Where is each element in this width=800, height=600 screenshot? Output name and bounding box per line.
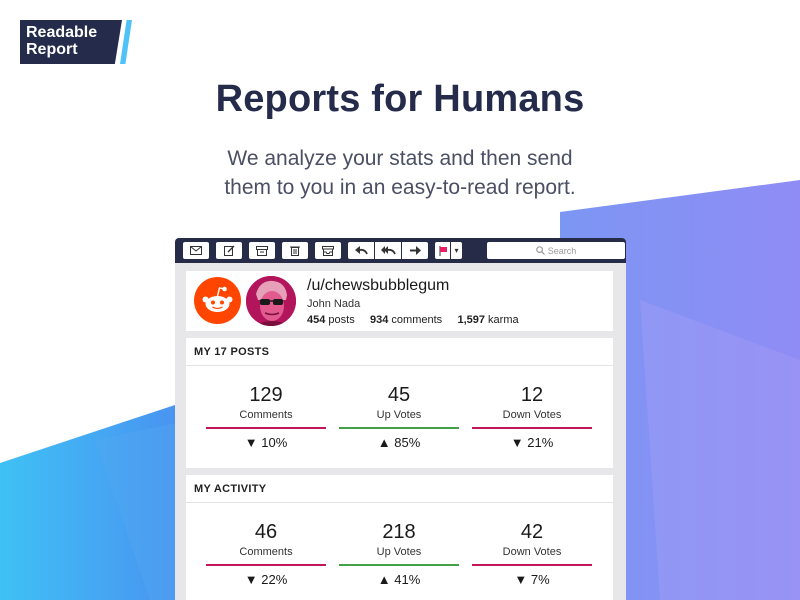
forward-icon[interactable] [402,242,428,259]
profile-stats: 454 posts 934 comments 1,597 karma [307,314,519,326]
profile-username: /u/chewsbubblegum [307,277,450,294]
caret-down-icon[interactable]: ▾ [451,242,462,259]
hero-subtitle-line-2: them to you in an easy-to-read report. [224,176,576,199]
metric-label: Down Votes [502,409,562,421]
metric-underline [206,427,326,429]
metric-value: 42 [520,521,544,543]
posts-section: MY 17 POSTS 129 Comments ▼ 10% 45 Up Vot… [186,338,613,468]
metric-value: 218 [382,521,416,543]
metric-change: ▼ 10% [244,435,288,450]
envelope-icon[interactable] [183,242,209,259]
metric-change: ▲ 85% [377,435,421,450]
email-window: ▾ Search [175,238,626,600]
posts-section-title: MY 17 POSTS [186,338,613,366]
metric-underline [472,427,592,429]
metric-label: Comments [239,546,293,558]
metric-change: ▼ 21% [510,435,554,450]
activity-metrics: 46 Comments ▼ 22% 218 Up Votes ▲ 41% 42 … [186,503,613,600]
karma-count: 1,597 [457,314,485,326]
flag-button-group: ▾ [435,242,462,259]
readable-report-logo: Readable Report [20,20,132,64]
metric-label: Up Votes [376,409,422,421]
logo-line-2: Report [26,41,78,58]
metric-label: Comments [239,409,293,421]
metric-change: ▼ 7% [514,572,550,587]
compose-icon[interactable] [216,242,242,259]
search-icon [535,246,545,255]
metric-underline [206,564,326,566]
trash-icon[interactable] [282,242,308,259]
reply-all-icon[interactable] [375,242,401,259]
metric-underline [339,564,459,566]
avatar [246,276,296,326]
reply-button-group [348,242,428,259]
activity-section: MY ACTIVITY 46 Comments ▼ 22% 218 Up Vot… [186,475,613,600]
archive-icon[interactable] [249,242,275,259]
hero-subtitle: We analyze your stats and then send them… [0,144,800,202]
flag-icon[interactable] [435,242,450,259]
comments-label: comments [391,314,443,326]
profile-real-name: John Nada [307,298,361,310]
hero-subtitle-line-1: We analyze your stats and then send [227,147,573,170]
metric-value: 46 [254,521,278,543]
search-placeholder: Search [547,245,577,256]
posts-count: 454 [307,314,326,326]
posts-label: posts [328,314,355,326]
reddit-logo-icon [194,277,241,324]
comments-count: 934 [370,314,389,326]
inbox-icon[interactable] [315,242,341,259]
metric-label: Up Votes [376,546,422,558]
email-toolbar: ▾ Search [175,238,626,263]
metric-value: 12 [520,384,544,406]
metric-underline [472,564,592,566]
reply-icon[interactable] [348,242,374,259]
metric-label: Down Votes [502,546,562,558]
logo-line-1: Readable [26,24,98,41]
karma-label: karma [488,314,519,326]
metric-change: ▼ 22% [244,572,288,587]
posts-metrics: 129 Comments ▼ 10% 45 Up Votes ▲ 85% 12 … [186,366,613,466]
metric-underline [339,427,459,429]
hero-title: Reports for Humans [215,78,585,120]
profile-card: /u/chewsbubblegum John Nada 454 posts 93… [186,271,613,331]
metric-value: 45 [387,384,411,406]
search-input[interactable]: Search [487,242,625,259]
metric-change: ▲ 41% [377,572,421,587]
activity-section-title: MY ACTIVITY [186,475,613,503]
metric-value: 129 [249,384,283,406]
